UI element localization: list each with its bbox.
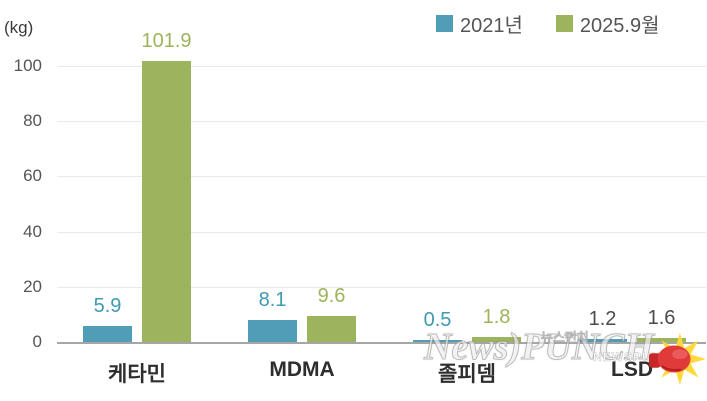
value-label-MDMA-2021년: 8.1 [258,288,287,311]
gridline-20 [57,286,706,288]
category-label-졸피뎀: 졸피뎀 [438,363,496,386]
category-label-MDMA: MDMA [269,358,335,381]
y-tick-0: 0 [32,332,42,351]
y-tick-80: 80 [23,111,42,131]
bar-케타민-2021년 [83,325,132,342]
gridline-40 [57,231,706,233]
gridline-100 [57,66,706,67]
y-tick-100: 100 [13,56,42,75]
legend-swatch-2025 [555,15,573,32]
value-label-케타민-2021년: 5.9 [93,294,122,317]
legend-item-2025: 2025.9월 [555,9,660,38]
category-label-LSD: LSD [611,358,653,381]
value-label-LSD-2021년: 1.2 [588,307,617,330]
legend-item-2021: 2021년 [436,9,523,38]
plot-area: 5.9 101.9 케타민 8.1 9.6 MDMA 0.5 1.8 졸피뎀 1.2 1.6 LSD [57,30,706,386]
bar-MDMA-2021년 [248,319,297,342]
legend-swatch-2021 [436,15,453,32]
bar-MDMA-2025.9월 [307,315,356,342]
gridline-60 [57,176,706,178]
y-axis-unit-label: (kg) [4,18,34,37]
bar-LSD-2025.9월 [637,337,686,342]
value-label-LSD-2025.9월: 1.6 [647,306,676,329]
bar-케타민-2025.9월 [142,60,191,342]
y-tick-20: 20 [23,276,42,296]
legend-label-2021: 2021년 [460,15,523,37]
bar-LSD-2021년 [578,338,627,342]
bar-졸피뎀-2025.9월 [472,337,521,342]
gridline-80 [57,121,706,123]
chart-legend: 2021년 2025.9월 [436,9,659,38]
value-label-졸피뎀-2021년: 0.5 [423,309,452,331]
category-label-케타민: 케타민 [108,363,166,386]
value-label-졸피뎀-2025.9월: 1.8 [482,306,511,329]
y-tick-60: 60 [23,166,42,186]
value-label-케타민-2025.9월: 101.9 [141,29,192,52]
legend-label-2025: 2025.9월 [579,15,660,37]
value-label-MDMA-2025.9월: 9.6 [317,284,346,307]
bar-졸피뎀-2021년 [413,340,462,342]
y-tick-40: 40 [23,221,42,241]
